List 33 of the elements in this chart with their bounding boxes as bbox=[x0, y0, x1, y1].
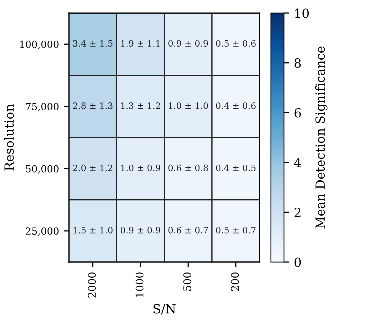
data-label: 2.0 ± 1.2 bbox=[73, 164, 113, 172]
y-axis-title: Resolution bbox=[4, 104, 14, 171]
color-bar-label: 2 bbox=[294, 208, 301, 218]
data-label: 1.0 ± 0.9 bbox=[121, 164, 160, 172]
data-label: 0.6 ± 0.8 bbox=[168, 164, 208, 172]
y-tick-label: 75,000 bbox=[26, 103, 59, 112]
data-label: 1.3 ± 1.2 bbox=[121, 102, 160, 110]
data-label: 2.8 ± 1.3 bbox=[73, 102, 113, 110]
x-tick-label: 1000 bbox=[136, 272, 144, 298]
data-label: 0.5 ± 0.6 bbox=[216, 40, 256, 47]
color-bar-label: 0 bbox=[294, 258, 302, 268]
data-label: 3.4 ± 1.5 bbox=[73, 40, 113, 47]
data-label: 0.4 ± 0.6 bbox=[216, 102, 256, 110]
color-bar-label: 8 bbox=[294, 58, 302, 68]
data-label: 1.0 ± 1.0 bbox=[169, 102, 208, 110]
color-bar-label: 4 bbox=[294, 158, 302, 168]
color-bar-title: Mean Detection Significance bbox=[315, 46, 328, 229]
x-tick-label: 2000 bbox=[88, 272, 96, 298]
y-tick-label: 25,000 bbox=[26, 228, 59, 236]
data-label: 0.9 ± 0.9 bbox=[168, 40, 208, 47]
x-axis-title: S/N bbox=[154, 304, 176, 315]
data-label: 0.9 ± 0.9 bbox=[120, 227, 160, 234]
data-label: 0.6 ± 0.7 bbox=[168, 227, 208, 234]
data-label: 0.5 ± 0.7 bbox=[216, 227, 256, 234]
data-label: 0.4 ± 0.5 bbox=[216, 164, 256, 172]
x-tick-label: 200 bbox=[231, 272, 240, 292]
data-label: 1.5 ± 1.0 bbox=[74, 227, 113, 234]
data-label: 1.9 ± 1.1 bbox=[121, 40, 160, 47]
y-tick-label: 50,000 bbox=[26, 165, 59, 174]
color-bar-label: 10 bbox=[295, 8, 310, 18]
x-tick-label: 500 bbox=[184, 272, 192, 291]
color-bar-label: 6 bbox=[294, 108, 302, 118]
y-tick-label: 100,000 bbox=[20, 40, 59, 50]
